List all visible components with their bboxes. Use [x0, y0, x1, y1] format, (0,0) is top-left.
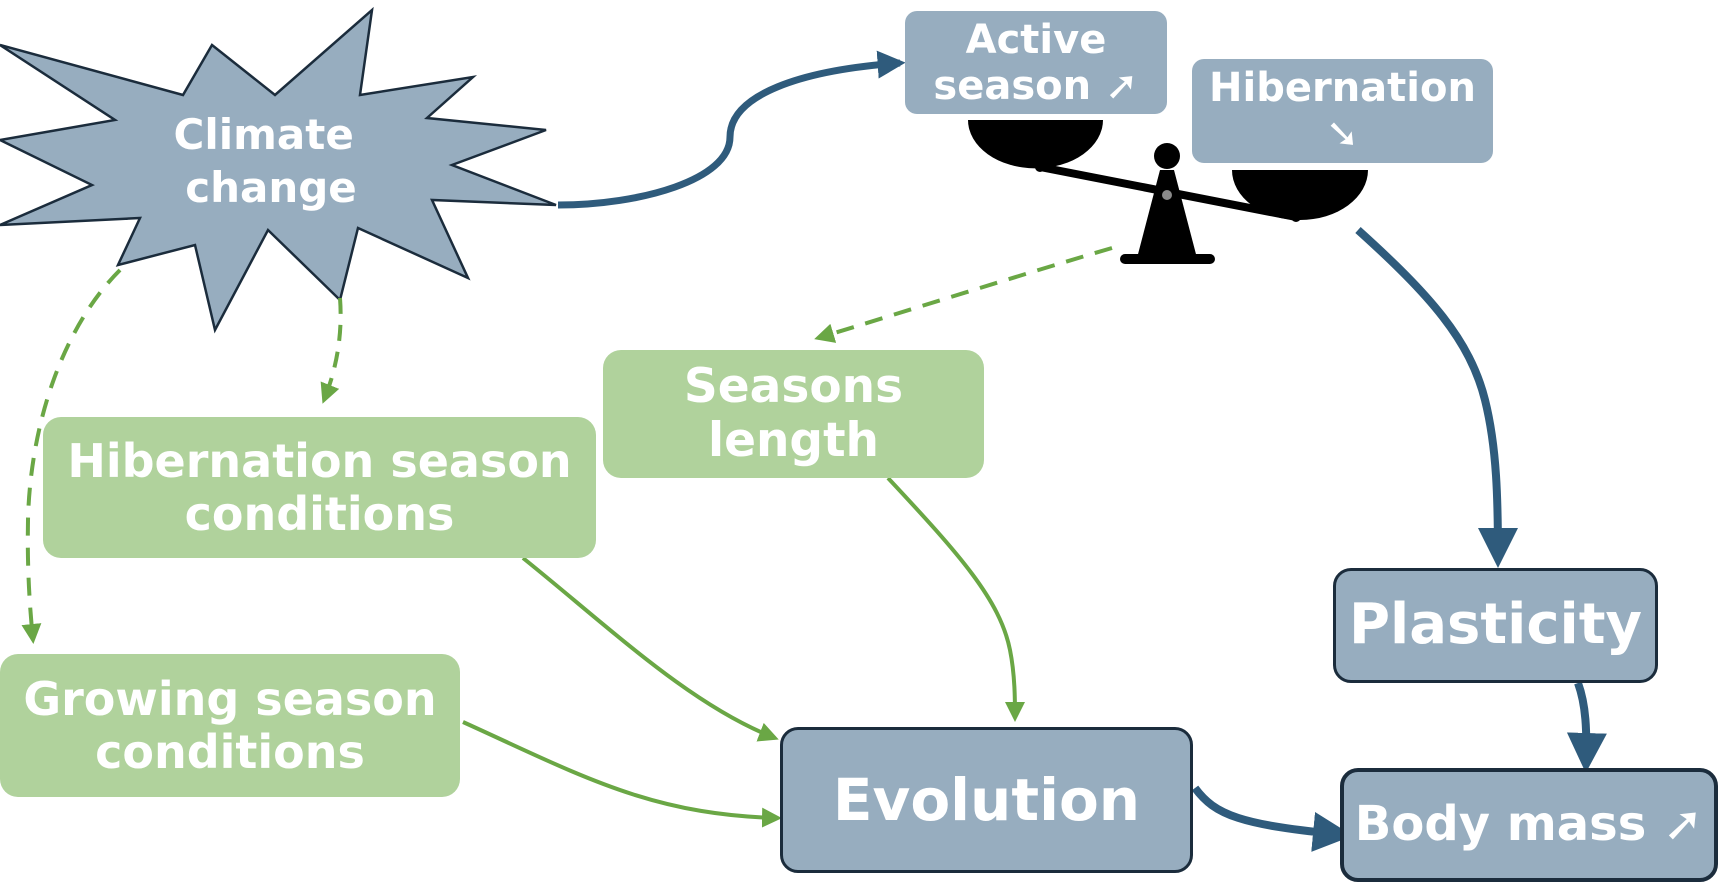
active-season-node: Active season ➚	[905, 11, 1167, 114]
arrow-climate-to-growing-conditions	[21, 268, 122, 644]
evolution-node: Evolution	[780, 727, 1193, 873]
growing-season-conditions-node: Growing season conditions	[0, 654, 460, 797]
climate-change-node: Climate change	[0, 6, 557, 334]
climate-change-burst	[0, 6, 557, 334]
plasticity-node: Plasticity	[1333, 568, 1658, 683]
seasons-length-node: Seasons length	[603, 350, 984, 478]
arrow-climate-to-hibernation-conditions	[320, 297, 343, 404]
balance-scale-icon	[968, 120, 1368, 264]
arrow-evolution-to-body-mass	[1191, 785, 1353, 852]
arrow-hibernation-conditions-to-evolution	[521, 556, 779, 742]
arrow-seasons-length-to-evolution	[886, 476, 1025, 722]
hibernation-node: Hibernation ➘	[1192, 59, 1493, 163]
arrow-growing-conditions-to-evolution	[462, 720, 782, 828]
arrow-scale-to-seasons-length	[814, 246, 1113, 343]
arrow-plasticity-to-body-mass	[1566, 681, 1607, 773]
climate-change-label: Climate change	[174, 110, 369, 212]
body-mass-node: Body mass ➚	[1340, 768, 1718, 882]
hibernation-season-conditions-node: Hibernation season conditions	[43, 417, 596, 558]
arrow-climate-to-active-season	[557, 50, 906, 209]
arrow-hibernation-to-plasticity	[1355, 227, 1518, 568]
